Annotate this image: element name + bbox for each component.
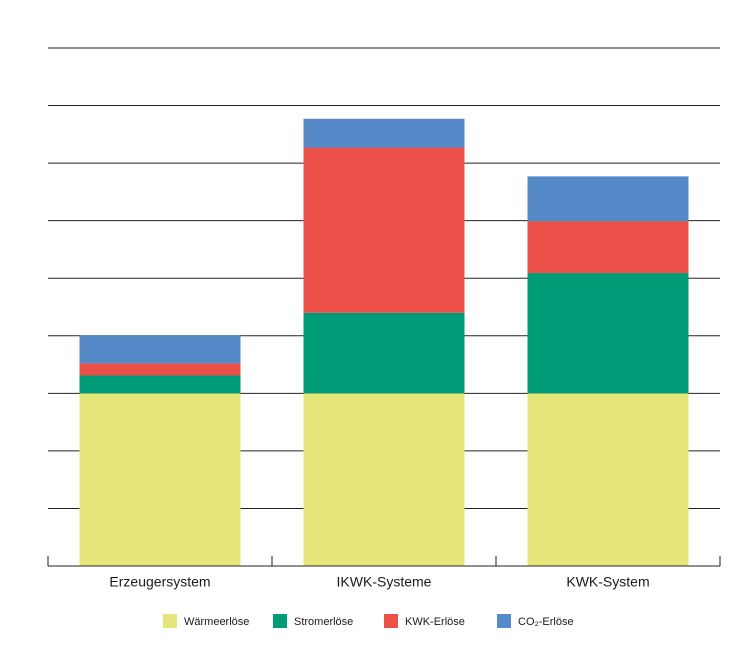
bar-segment (527, 221, 689, 274)
bar-segment (527, 273, 689, 394)
bar-segment (79, 393, 241, 566)
bar-segment (303, 147, 465, 313)
bar-segment (303, 393, 465, 566)
legend-swatch (497, 614, 511, 628)
legend-label: Stromerlöse (294, 616, 353, 628)
bar-segment (79, 375, 241, 394)
x-tick-label: KWK-System (566, 574, 649, 590)
bar-segment (303, 312, 465, 394)
legend-swatch (384, 614, 398, 628)
legend-swatch (163, 614, 177, 628)
bar-segment (527, 176, 689, 222)
legend-label: CO₂-Erlöse (518, 616, 574, 628)
bar-segment (79, 335, 241, 364)
x-tick-label: IKWK-Systeme (337, 574, 432, 590)
legend-label: Wärmeerlöse (184, 616, 249, 628)
x-tick-label: Erzeugersystem (109, 574, 210, 590)
bar-segment (303, 118, 465, 148)
bar-segment (527, 393, 689, 566)
legend-swatch (273, 614, 287, 628)
legend-label: KWK-Erlöse (405, 616, 465, 628)
bar-segment (79, 363, 241, 376)
